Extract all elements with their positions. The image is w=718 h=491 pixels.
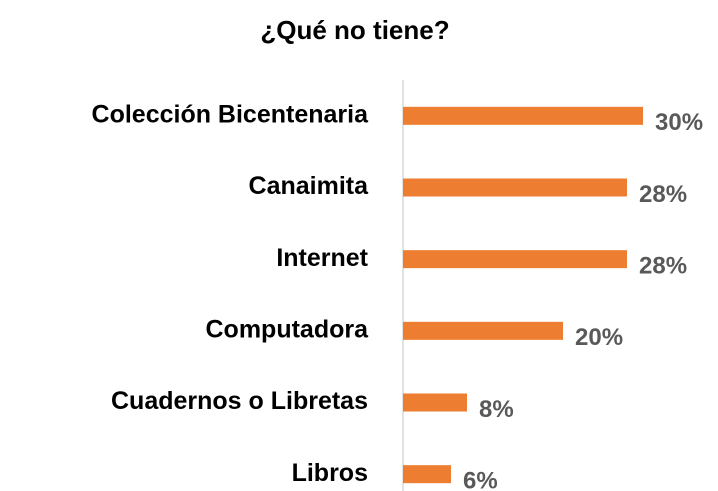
bar — [403, 321, 563, 340]
category-label: Cuadernos o Libretas — [111, 387, 368, 415]
category-label: Computadora — [206, 315, 370, 343]
value-label: 28% — [639, 253, 687, 280]
value-label: 8% — [479, 396, 514, 423]
category-label: Canaimita — [249, 172, 370, 200]
bar — [403, 250, 627, 269]
value-label: 6% — [463, 468, 498, 491]
chart-title: ¿Qué no tiene? — [260, 15, 449, 45]
value-label: 28% — [639, 181, 687, 208]
category-label: Colección Bicentenaria — [92, 100, 370, 128]
bar — [403, 465, 451, 484]
bar — [403, 393, 467, 412]
bar — [403, 106, 643, 125]
value-label: 30% — [655, 109, 703, 136]
bar — [403, 178, 627, 197]
category-label: Libros — [292, 459, 368, 487]
category-label: Internet — [276, 244, 368, 272]
value-label: 20% — [575, 324, 623, 351]
